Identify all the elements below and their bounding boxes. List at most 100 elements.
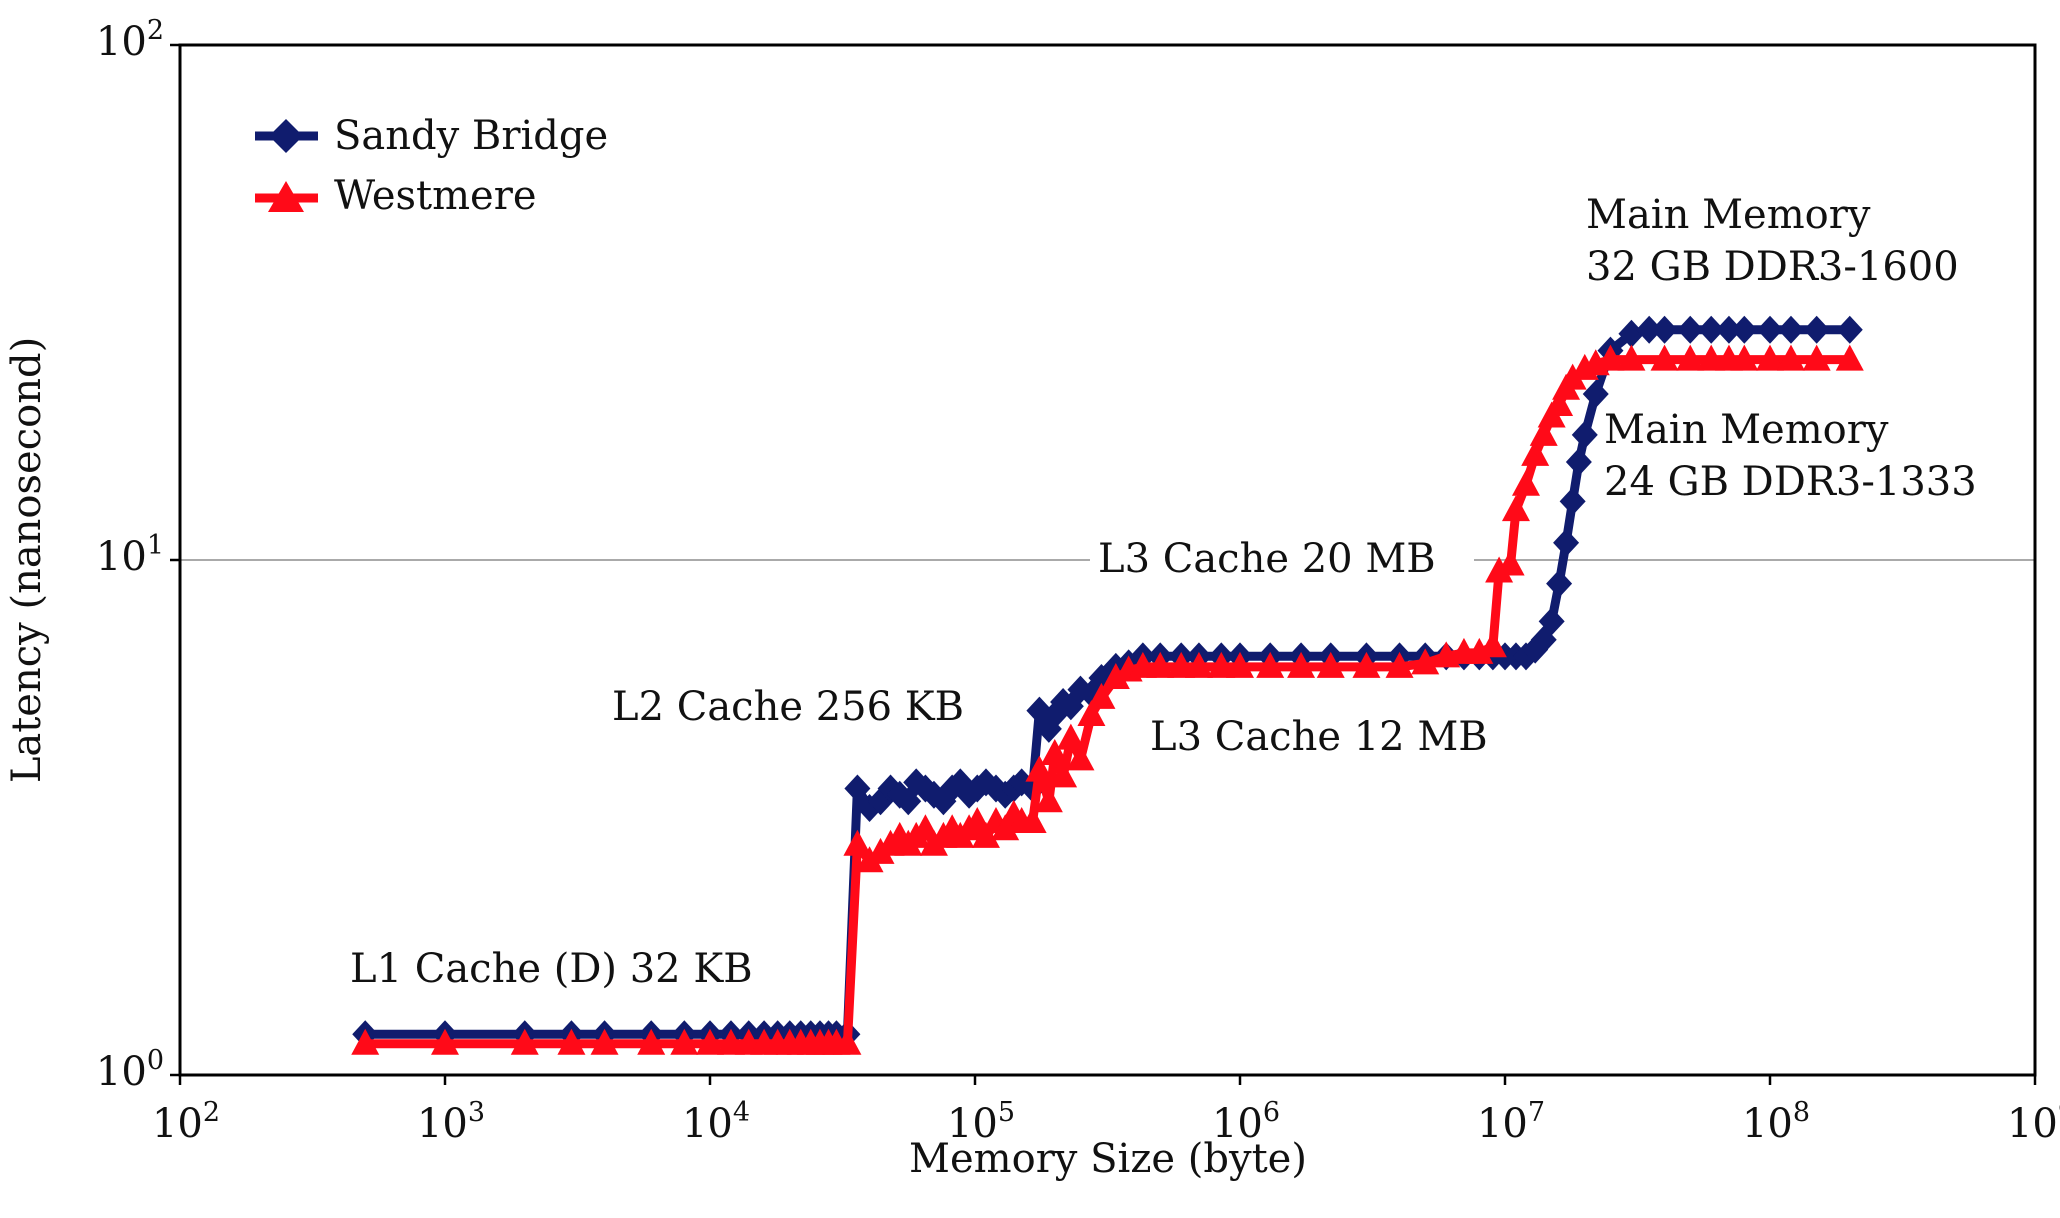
data-point-westmere <box>1596 344 1625 371</box>
x-tick-label: 107 <box>1477 1097 1545 1147</box>
data-point-westmere <box>1545 389 1574 416</box>
data-point-sandy-bridge <box>1836 315 1863 344</box>
data-point-westmere <box>351 1028 380 1055</box>
data-point-sandy-bridge <box>844 774 871 803</box>
annotation-group: L1 Cache (D) 32 KB L2 Cache 256 KB L3 Ca… <box>350 192 1977 992</box>
data-point-sandy-bridge <box>1618 319 1645 348</box>
data-point-westmere <box>670 1028 699 1055</box>
legend-label-sandy-bridge: Sandy Bridge <box>334 113 608 159</box>
data-point-westmere <box>1056 723 1085 750</box>
annotation-main-memory-24gb-title: Main Memory <box>1604 407 1889 453</box>
data-point-westmere <box>1529 419 1558 446</box>
annotation-main-memory-24gb-detail: 24 GB DDR3-1333 <box>1604 459 1977 505</box>
data-point-westmere <box>1316 651 1345 678</box>
annotation-main-memory-32gb-title: Main Memory <box>1586 192 1871 238</box>
x-tick-label: 103 <box>417 1097 485 1147</box>
x-tick-label: 109 <box>2007 1097 2060 1147</box>
legend: Sandy Bridge Westmere <box>255 113 608 219</box>
data-point-westmere <box>1697 344 1726 371</box>
data-point-westmere <box>431 1028 459 1055</box>
data-point-sandy-bridge <box>1571 420 1598 449</box>
data-point-westmere <box>1478 631 1507 658</box>
y-axis-title: Latency (nanosecond) <box>4 337 50 783</box>
annotation-l1: L1 Cache (D) 32 KB <box>350 946 753 992</box>
data-point-westmere <box>1287 651 1316 678</box>
data-point-sandy-bridge <box>1565 447 1592 476</box>
data-point-westmere <box>510 1028 539 1055</box>
data-point-sandy-bridge <box>1757 315 1783 344</box>
data-point-westmere <box>1226 651 1254 678</box>
data-point-westmere <box>1676 344 1705 371</box>
data-point-westmere <box>971 821 1000 848</box>
data-point-westmere <box>557 1028 586 1055</box>
data-point-westmere <box>1040 739 1069 766</box>
x-tick-label: 102 <box>152 1097 220 1147</box>
data-point-westmere <box>1411 648 1440 675</box>
data-point-westmere <box>1496 549 1525 576</box>
y-tick-label: 102 <box>96 15 164 65</box>
annotation-main-memory-32gb-detail: 32 GB DDR3-1600 <box>1586 244 1959 290</box>
data-point-westmere <box>1485 556 1514 583</box>
data-point-westmere <box>1730 344 1759 371</box>
data-point-westmere <box>1617 344 1646 371</box>
data-point-westmere <box>843 829 872 856</box>
data-point-sandy-bridge <box>1538 607 1565 636</box>
data-point-westmere <box>1049 761 1078 788</box>
data-point-westmere <box>1207 651 1236 678</box>
data-point-westmere <box>991 814 1020 841</box>
data-point-sandy-bridge <box>1546 569 1573 598</box>
data-point-sandy-bridge <box>1715 315 1742 344</box>
data-point-westmere <box>1018 806 1047 833</box>
data-point-westmere <box>1066 744 1095 771</box>
data-point-westmere <box>1256 651 1285 678</box>
data-point-westmere <box>833 1028 862 1055</box>
series-westmere <box>351 344 1864 1055</box>
legend-entry-sandy-bridge: Sandy Bridge <box>255 113 608 159</box>
data-point-westmere <box>1756 344 1784 371</box>
data-point-westmere <box>1835 344 1864 371</box>
data-point-westmere <box>696 1028 724 1055</box>
data-point-westmere <box>1167 651 1196 678</box>
legend-diamond-marker <box>269 119 303 153</box>
data-point-sandy-bridge <box>1698 315 1725 344</box>
x-axis-title: Memory Size (byte) <box>909 1136 1307 1182</box>
data-point-sandy-bridge <box>1651 315 1678 344</box>
data-point-westmere <box>1352 651 1381 678</box>
x-tick-label: 106 <box>1212 1097 1280 1147</box>
x-tick-label: 104 <box>682 1097 750 1147</box>
x-tick-label: 105 <box>947 1097 1015 1147</box>
data-point-westmere <box>1511 469 1540 496</box>
x-axis-ticks: 102 103 104 105 106 107 108 109 <box>152 1075 2060 1147</box>
data-point-westmere <box>1101 663 1130 690</box>
annotation-l3a-background <box>1090 528 1474 590</box>
annotation-l3-12mb: L3 Cache 12 MB <box>1150 714 1488 760</box>
data-point-westmere <box>637 1028 666 1055</box>
data-point-sandy-bridge <box>1731 315 1758 344</box>
y-tick-label: 100 <box>96 1045 164 1095</box>
data-point-sandy-bridge <box>1553 528 1580 557</box>
data-point-sandy-bridge <box>1777 315 1804 344</box>
data-point-sandy-bridge <box>1677 315 1704 344</box>
data-point-westmere <box>590 1028 619 1055</box>
data-point-sandy-bridge <box>1636 315 1663 344</box>
data-point-westmere <box>1385 651 1414 678</box>
x-tick-label: 108 <box>1742 1097 1810 1147</box>
data-point-sandy-bridge <box>1803 315 1830 344</box>
data-point-westmere <box>1184 651 1213 678</box>
series-group <box>351 315 1864 1055</box>
data-point-westmere <box>1146 651 1175 678</box>
data-point-westmere <box>1025 755 1054 782</box>
data-point-westmere <box>1501 495 1530 522</box>
y-axis-ticks: 100 101 102 <box>96 15 180 1095</box>
data-point-westmere <box>716 1028 745 1055</box>
data-point-westmere <box>1077 700 1106 727</box>
data-point-westmere <box>1521 439 1550 466</box>
legend-label-westmere: Westmere <box>334 173 537 219</box>
data-point-westmere <box>1802 344 1831 371</box>
data-point-westmere <box>1034 786 1063 813</box>
legend-entry-westmere: Westmere <box>255 173 537 219</box>
annotation-l2: L2 Cache 256 KB <box>612 684 964 730</box>
y-tick-label: 101 <box>96 530 164 580</box>
data-point-westmere <box>1087 682 1116 709</box>
